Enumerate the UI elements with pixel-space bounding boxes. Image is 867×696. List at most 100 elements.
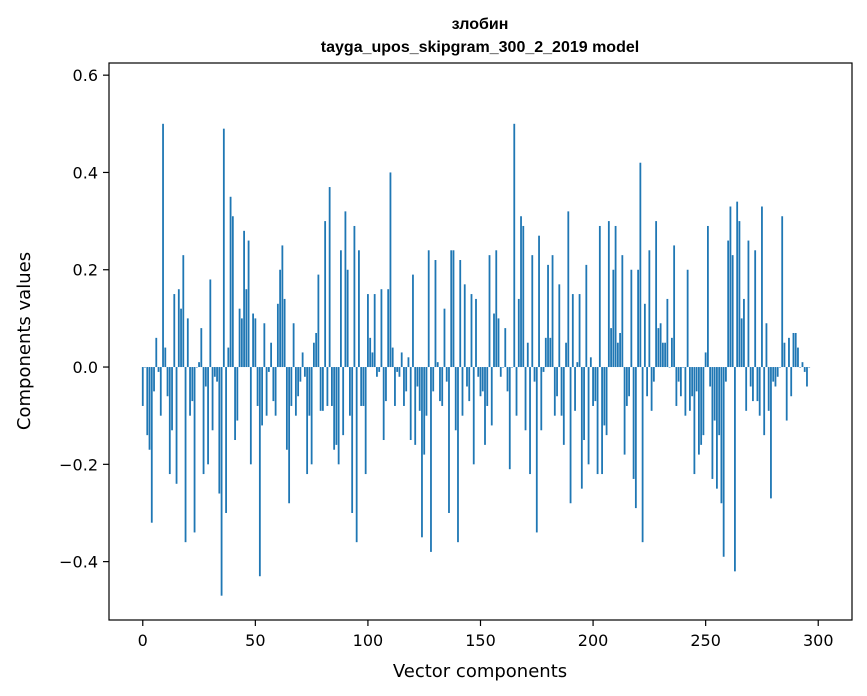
bar-26 <box>200 328 203 368</box>
bar-141 <box>459 260 462 368</box>
bar-248 <box>700 367 703 445</box>
bar-85 <box>333 367 336 450</box>
x-tick-label-200: 200 <box>578 631 609 650</box>
bar-50 <box>254 318 257 368</box>
bar-296 <box>808 367 811 368</box>
bar-100 <box>367 294 369 368</box>
bar-124 <box>421 367 423 538</box>
bar-160 <box>502 367 504 368</box>
bar-207 <box>607 221 610 368</box>
bar-45 <box>243 230 245 368</box>
bar-179 <box>544 337 547 368</box>
bar-112 <box>394 367 396 406</box>
y-tick-label-1: −0.2 <box>59 455 98 474</box>
bar-209 <box>612 269 615 368</box>
y-tick-label-0: −0.4 <box>59 553 98 572</box>
bar-251 <box>707 225 709 368</box>
bar-231 <box>661 342 664 368</box>
bar-217 <box>630 269 633 368</box>
y-tick-label-5: 0.6 <box>73 66 98 85</box>
bar-1 <box>144 367 146 368</box>
bar-273 <box>756 367 759 402</box>
bar-55 <box>265 367 268 416</box>
bar-262 <box>731 255 734 368</box>
bar-237 <box>675 367 678 406</box>
bar-208 <box>610 328 612 368</box>
bar-42 <box>236 367 239 421</box>
bar-78 <box>317 274 320 368</box>
bar-0 <box>141 367 144 406</box>
bar-270 <box>749 367 752 387</box>
bar-121 <box>414 367 417 445</box>
bar-48 <box>249 367 252 465</box>
bar-127 <box>427 250 430 368</box>
bar-3 <box>148 367 151 450</box>
bar-69 <box>297 367 300 397</box>
chart-title: злобин <box>452 16 509 33</box>
bar-175 <box>535 367 538 533</box>
bar-276 <box>763 367 766 436</box>
bar-76 <box>312 342 315 368</box>
bar-153 <box>486 367 489 406</box>
bar-102 <box>371 352 374 368</box>
bar-183 <box>553 367 556 416</box>
bar-19 <box>184 367 187 543</box>
bar-133 <box>441 367 444 406</box>
bar-196 <box>583 367 585 441</box>
bar-170 <box>524 367 527 431</box>
bar-21 <box>189 367 191 416</box>
bar-87 <box>337 367 340 465</box>
bar-185 <box>558 284 561 368</box>
bar-94 <box>353 225 356 368</box>
bar-25 <box>198 362 200 368</box>
bar-277 <box>765 323 768 368</box>
bar-140 <box>457 367 459 543</box>
bar-151 <box>481 367 484 392</box>
bar-289 <box>792 332 795 368</box>
bar-234 <box>668 367 671 368</box>
bar-93 <box>351 367 354 513</box>
bar-143 <box>463 284 466 368</box>
bar-219 <box>634 367 637 509</box>
bar-148 <box>475 298 477 368</box>
bar-201 <box>594 367 597 402</box>
bar-32 <box>213 367 216 377</box>
bar-51 <box>256 367 259 406</box>
x-tick-label-100: 100 <box>353 631 384 650</box>
bar-36 <box>222 128 225 368</box>
bar-155 <box>490 367 493 426</box>
bar-164 <box>511 367 513 368</box>
bar-210 <box>614 225 617 368</box>
bar-256 <box>718 367 721 436</box>
bar-285 <box>783 342 786 368</box>
bar-243 <box>688 367 691 411</box>
bar-246 <box>695 367 698 392</box>
bar-63 <box>283 298 286 368</box>
bar-62 <box>281 245 284 368</box>
bar-4 <box>150 367 153 523</box>
bar-114 <box>398 367 401 377</box>
bar-290 <box>794 332 797 368</box>
bar-169 <box>522 225 525 368</box>
bar-11 <box>166 367 169 397</box>
bar-274 <box>758 367 761 416</box>
bar-18 <box>182 255 185 368</box>
bar-128 <box>430 367 432 552</box>
bar-200 <box>592 367 594 406</box>
bar-20 <box>186 318 189 368</box>
bar-82 <box>326 367 329 406</box>
bar-280 <box>772 367 775 382</box>
bar-286 <box>785 367 788 421</box>
bar-188 <box>565 342 567 368</box>
bar-46 <box>245 289 248 368</box>
bar-287 <box>788 337 790 368</box>
bar-162 <box>506 367 509 392</box>
bar-60 <box>276 303 279 368</box>
bar-163 <box>508 367 511 470</box>
bar-259 <box>725 367 727 382</box>
bar-253 <box>711 367 714 479</box>
bar-37 <box>225 367 227 513</box>
bar-224 <box>646 367 649 397</box>
bar-232 <box>664 342 667 368</box>
bar-89 <box>342 367 345 436</box>
